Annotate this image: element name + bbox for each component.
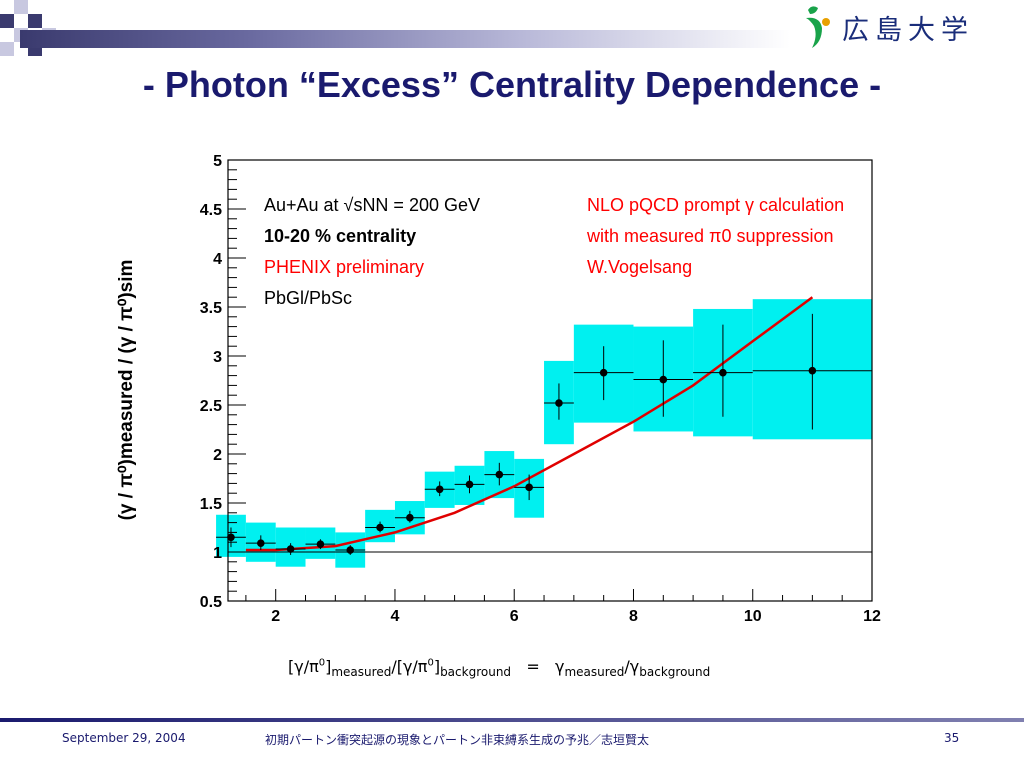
x-tick-label: 6	[510, 608, 519, 625]
data-point-4	[346, 546, 355, 554]
data-point-13	[659, 375, 668, 384]
annotation-left-3: PbGl/PbSc	[264, 288, 352, 308]
formula-gamma-2: γ	[629, 657, 640, 676]
data-point-1	[256, 539, 265, 547]
footer-page-number: 35	[944, 731, 960, 745]
data-point-14	[719, 368, 727, 377]
x-tick-labels: 2 4 6 8 10 12	[271, 608, 881, 625]
y-tick-label: 2	[213, 447, 222, 464]
data-point-5	[376, 523, 384, 532]
formula-slash: /	[624, 657, 630, 676]
footer-rule	[0, 718, 1024, 722]
data-point-15	[808, 366, 817, 375]
footer-subject: 初期パートン衝突起源の現象とパートン非束縛系生成の予兆／志垣賢太	[265, 733, 650, 747]
annotation-left-1: 10-20 % centrality	[264, 226, 416, 246]
systematic-error-bands	[216, 299, 872, 568]
annotation-left-2: PHENIX preliminary	[264, 257, 424, 277]
annotations-left: Au+Au at √sNN = 200 GeV 10-20 % centralit…	[264, 195, 480, 308]
y-tick-label: 2.5	[200, 398, 222, 415]
logo-sun-icon	[822, 18, 830, 26]
formula-measured-subscript-2: measured	[564, 665, 625, 680]
plot-frame-rect	[227, 159, 873, 602]
y-tick-label: 5	[213, 153, 222, 170]
data-point-0	[227, 533, 235, 542]
formula-pi-superscript-2: 0	[427, 657, 434, 669]
formula-pi-superscript: 0	[318, 657, 326, 669]
y-tick-label: 3	[213, 349, 222, 366]
data-point-2	[286, 545, 295, 553]
data-point-6	[406, 513, 414, 522]
annotations-right: NLO pQCD prompt γ calculation with measur…	[586, 195, 844, 277]
logo-leaf-icon	[808, 6, 818, 14]
university-logo	[806, 6, 830, 48]
data-point-12	[599, 368, 608, 377]
x-tick-label: 2	[271, 608, 280, 625]
ratio-formula: [γ/π0]measured/[γ/π0]background = γmeasu…	[288, 657, 711, 680]
page-title: - Photon “Excess” Centrality Dependence …	[142, 64, 882, 105]
y-tick-label: 1.5	[200, 496, 222, 513]
annotation-right-0: NLO pQCD prompt γ calculation	[587, 195, 844, 215]
data-point-3	[316, 540, 325, 548]
axis-ticks	[228, 159, 873, 602]
theory-curve	[245, 296, 814, 552]
plot-frame	[227, 159, 873, 602]
annotation-left-0: Au+Au at √sNN = 200 GeV	[264, 195, 480, 215]
data-points	[227, 366, 817, 554]
formula-open: [γ/π	[288, 657, 319, 676]
formula-measured-subscript: measured	[331, 665, 392, 680]
header-gradient-bar	[20, 30, 790, 48]
x-tick-label: 4	[391, 608, 400, 625]
data-point-11	[555, 399, 563, 407]
annotation-right-2: W.Vogelsang	[587, 257, 692, 277]
y-axis-label: (γ / π⁰)measured / (γ / π⁰)sim	[116, 260, 137, 521]
university-logo-text: 広島大学	[842, 15, 974, 46]
x-tick-label: 12	[863, 608, 881, 625]
formula-equals: =	[526, 657, 540, 676]
data-point-8	[465, 480, 474, 489]
x-tick-label: 10	[744, 608, 762, 625]
logo-figure-icon	[806, 17, 822, 48]
data-point-9	[495, 470, 504, 479]
ratio-chart: 2 4 6 8 10 12 0.5 1 1.5 2 2.5 3 3.5 4 4.5 5 (γ / π⁰)me…	[116, 153, 881, 625]
formula-mid: /[γ/π	[391, 657, 428, 676]
y-tick-label: 4	[213, 251, 222, 268]
y-tick-label: 0.5	[200, 594, 222, 611]
y-tick-label: 4.5	[200, 202, 222, 219]
data-point-7	[435, 485, 444, 494]
formula-background-subscript-2: background	[639, 665, 711, 680]
y-tick-label: 3.5	[200, 300, 222, 317]
theory-curve-line	[245, 296, 814, 552]
y-tick-label: 1	[213, 545, 222, 562]
y-tick-labels: 0.5 1 1.5 2 2.5 3 3.5 4 4.5 5	[200, 153, 222, 611]
data-point-10	[525, 483, 533, 492]
footer-date: September 29, 2004	[62, 731, 186, 745]
x-tick-label: 8	[629, 608, 638, 625]
annotation-right-1: with measured π0 suppression	[586, 226, 834, 246]
formula-gamma: γ	[554, 657, 565, 676]
formula-background-subscript: background	[440, 665, 512, 680]
